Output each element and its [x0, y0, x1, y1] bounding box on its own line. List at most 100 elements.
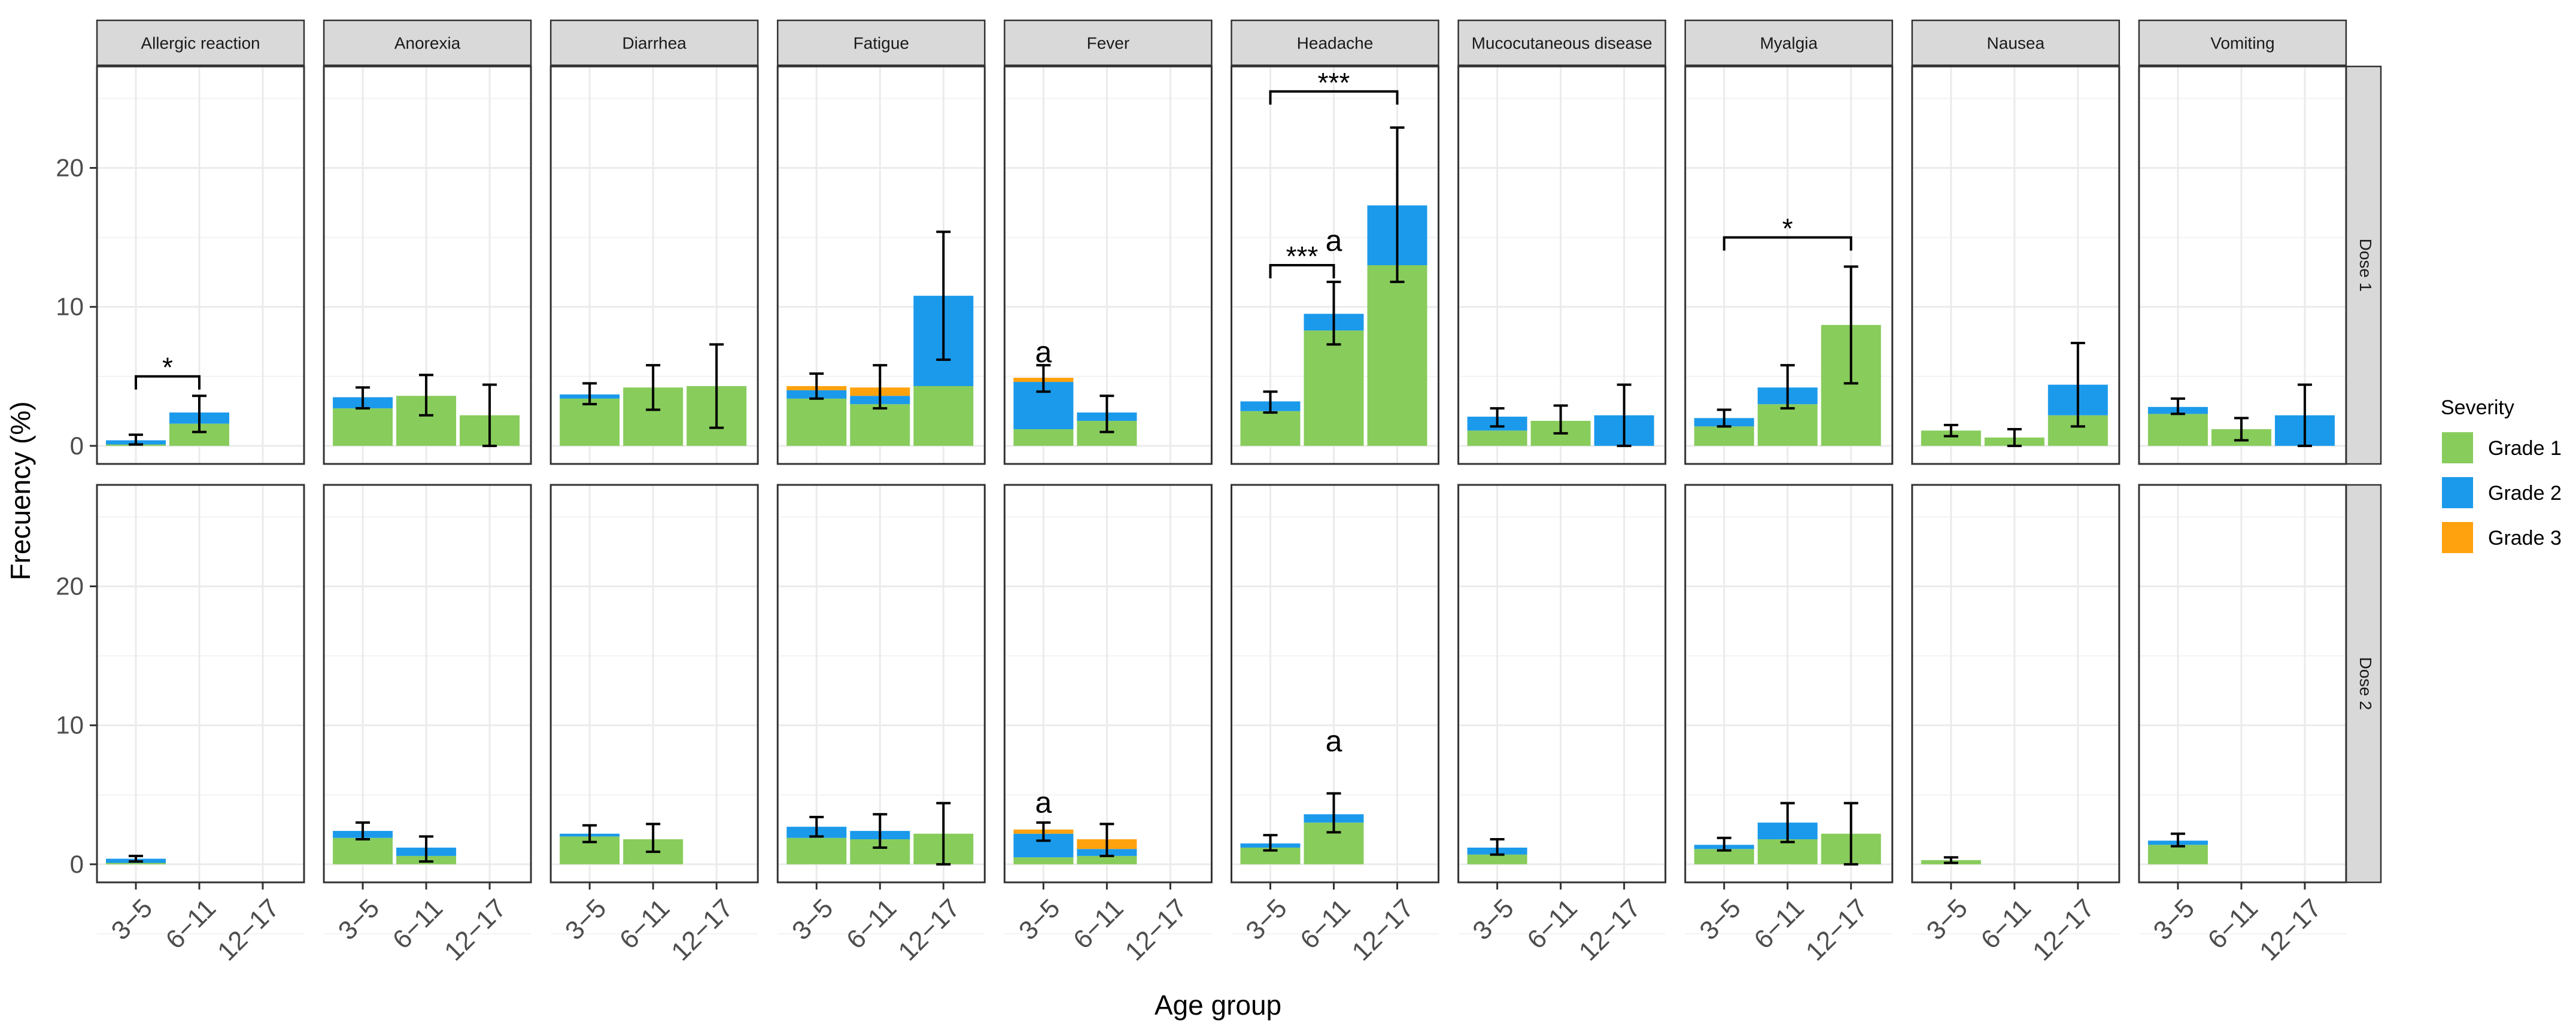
facet-strip-column: Headache — [1231, 19, 1439, 66]
error-bar — [1326, 792, 1341, 834]
y-axis-title: Frecuency (%) — [5, 401, 36, 580]
panel-border — [1911, 65, 2121, 465]
x-tick-label: 12−17 — [892, 893, 965, 966]
legend-entry: Grade 3 — [2442, 522, 2562, 553]
bracket-line — [135, 375, 201, 390]
error-bar — [873, 813, 888, 849]
bracket-line — [1269, 264, 1335, 278]
bar-segment-grade1 — [1757, 404, 1818, 446]
significance-label: *** — [1318, 67, 1350, 98]
facet-panel — [1684, 484, 1894, 934]
error-bar — [1036, 364, 1051, 393]
x-tick-label: 12−17 — [1573, 893, 1647, 966]
facet-strip-background — [777, 19, 986, 66]
error-bar — [419, 374, 434, 417]
error-bar — [356, 386, 370, 410]
bracket-line — [1723, 236, 1852, 251]
bar-segment-grade1 — [2147, 414, 2208, 446]
error-bar — [1717, 836, 1731, 852]
error-bar — [1490, 838, 1505, 856]
error-bar — [809, 372, 824, 400]
significance-label: *** — [1286, 241, 1319, 272]
error-bar — [1780, 802, 1795, 843]
x-tick-label: 12−17 — [2254, 893, 2327, 966]
error-bar — [1843, 265, 1858, 385]
bar-segment-grade1 — [560, 398, 620, 446]
facet-panel — [1911, 484, 2121, 934]
x-tick-label: 12−17 — [1800, 893, 1873, 966]
error-bar — [1780, 364, 1795, 410]
panel-background — [2138, 66, 2346, 464]
facet-strip-background — [2138, 19, 2347, 66]
error-bar — [1553, 404, 1568, 435]
bracket-line — [1269, 90, 1399, 105]
x-tick-label: 3−5 — [1240, 893, 1292, 945]
error-bar — [2234, 417, 2249, 442]
facet-strip-label: Nausea — [1987, 34, 2045, 53]
error-bar — [1490, 407, 1505, 428]
y-tick-label: 0 — [70, 432, 84, 460]
legend-label: Grade 2 — [2488, 482, 2562, 505]
error-bar — [2170, 397, 2185, 415]
error-bar — [2297, 383, 2312, 447]
facet-strip-background — [1684, 19, 1893, 66]
facet-strip-background — [1004, 19, 1213, 66]
facet-panel — [2138, 65, 2347, 516]
error-bar — [582, 382, 597, 406]
significance-label: * — [1782, 213, 1793, 244]
error-bar — [1943, 423, 1958, 438]
facet-panel — [776, 484, 986, 934]
error-bar — [1943, 856, 1958, 864]
facet-strip-label: Dose 2 — [2356, 657, 2375, 711]
legend: Severity Grade 1 Grade 2 Grade 3 — [2441, 396, 2562, 553]
facet-strip-label: Dose 1 — [2356, 239, 2375, 292]
error-bar — [1717, 408, 1731, 428]
x-tick-label: 12−17 — [666, 893, 739, 966]
bar-segment-grade1 — [786, 398, 847, 446]
facet-strip-background — [323, 19, 532, 66]
legend-entry: Grade 1 — [2442, 432, 2562, 463]
letter-annotation: a — [1035, 335, 1052, 369]
bar-segment-grade1 — [2147, 845, 2208, 864]
bar-segment-grade1 — [1367, 265, 1427, 446]
facet-strip-label: Myalgia — [1760, 34, 1818, 53]
facet-strip-background — [549, 19, 759, 66]
panel-border — [1684, 484, 1894, 884]
x-tick-label: 3−5 — [1467, 893, 1519, 945]
y-tick-label: 10 — [56, 293, 84, 321]
panel-background — [97, 485, 304, 882]
bar-segment-grade1 — [1694, 426, 1754, 446]
panel-border — [1003, 484, 1213, 884]
bar-segment-grade1 — [106, 863, 166, 864]
legend-swatch — [2442, 432, 2473, 463]
error-bar — [419, 835, 434, 863]
significance-label: * — [162, 352, 173, 383]
bar-segment-grade1 — [850, 404, 910, 446]
x-tick-label: 3−5 — [106, 893, 158, 945]
bar-segment-grade1 — [333, 408, 393, 446]
error-bar — [646, 822, 661, 853]
error-bar — [356, 821, 370, 841]
panel-background — [1912, 485, 2119, 882]
error-bar — [873, 364, 888, 410]
legend-label: Grade 3 — [2488, 527, 2562, 550]
x-tick-label: 3−5 — [1921, 893, 1973, 945]
panel-border — [549, 484, 759, 884]
facet-strip-column: Fever — [1004, 19, 1213, 66]
panel-background — [551, 485, 758, 882]
x-axis-title: Age group — [1155, 990, 1281, 1021]
facet-panel: *** a*** — [1231, 65, 1439, 516]
facet-panel — [323, 484, 532, 934]
facet-strip-background — [96, 19, 305, 66]
facet-strip-label: Anorexia — [394, 34, 461, 53]
facet-panel: a — [1003, 484, 1213, 934]
facet-strip-column: Nausea — [1911, 19, 2121, 66]
error-bar — [1617, 383, 1632, 447]
panel-border — [1684, 65, 1894, 465]
error-bar — [2170, 832, 2185, 848]
panel-border — [96, 65, 305, 465]
letter-annotation: a — [1326, 724, 1342, 758]
panel-border — [1231, 484, 1439, 884]
